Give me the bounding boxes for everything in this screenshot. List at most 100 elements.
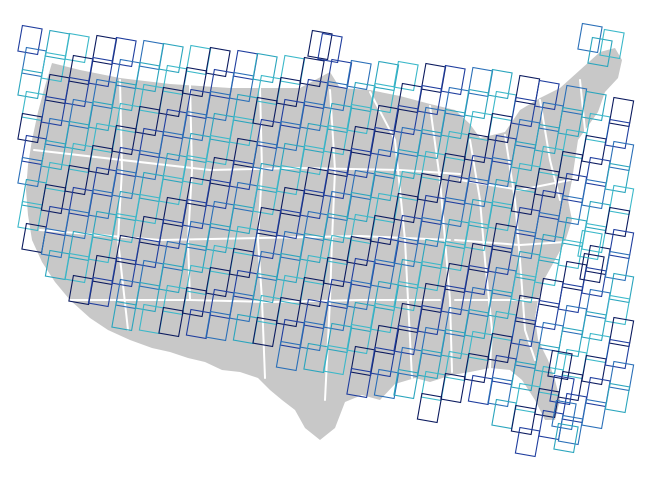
scene-footprint	[322, 80, 349, 112]
scene-footprint	[440, 152, 466, 184]
scene-footprint	[17, 112, 43, 144]
scene-footprint	[252, 272, 278, 304]
scene-footprint	[581, 178, 607, 210]
scene-footprint	[599, 28, 625, 60]
scene-footprint	[393, 324, 419, 356]
scene-footprint	[181, 66, 208, 98]
scene-footprint	[557, 150, 584, 182]
scene-footprint	[40, 227, 67, 259]
scene-footprint	[350, 301, 376, 333]
scene-footprint	[134, 193, 161, 225]
scene-footprint	[350, 345, 376, 377]
scene-footprint	[549, 374, 575, 406]
scene-footprint	[557, 282, 584, 314]
scene-footprint	[416, 304, 443, 336]
scene-footprint	[608, 96, 635, 128]
scene-footprint	[64, 32, 90, 64]
scene-footprint	[577, 22, 603, 54]
scene-footprint	[64, 208, 90, 240]
scene-footprint	[373, 192, 400, 224]
scene-footprint	[275, 340, 302, 372]
scene-footprint	[252, 184, 278, 216]
scene-footprint	[581, 354, 607, 386]
scene-footprint	[534, 123, 560, 155]
scene-footprint	[158, 42, 184, 74]
scene-footprint	[326, 102, 353, 134]
scene-footprint	[322, 256, 349, 288]
scene-footprint	[369, 258, 396, 290]
scene-footprint	[463, 88, 490, 120]
state-border-line	[324, 89, 336, 401]
scene-footprint	[534, 167, 560, 199]
scene-footprint	[87, 232, 114, 264]
scene-footprint	[440, 372, 466, 404]
scene-footprint	[487, 288, 513, 320]
scene-footprint	[369, 126, 396, 158]
scene-footprint	[369, 214, 396, 246]
scene-footprint	[205, 46, 231, 78]
scene-footprint	[463, 352, 490, 384]
scene-footprint	[228, 291, 255, 323]
scene-footprint	[228, 203, 255, 235]
scene-footprint	[299, 100, 325, 132]
scene-footprint	[134, 237, 161, 269]
scene-footprint	[393, 60, 419, 92]
scene-footprint	[393, 148, 419, 180]
scene-footprint	[205, 178, 231, 210]
contiguous-us-land	[26, 48, 622, 440]
scene-footprint	[275, 120, 302, 152]
scene-footprint	[604, 118, 631, 150]
scene-footprint	[440, 240, 466, 272]
scene-footprint	[40, 51, 67, 83]
scene-footprint	[553, 422, 579, 454]
scene-footprint	[463, 220, 490, 252]
scene-footprint	[111, 256, 137, 288]
scene-footprint	[467, 374, 494, 406]
scene-footprint	[346, 279, 372, 311]
scene-footprint	[17, 24, 43, 56]
scene-footprint	[299, 188, 325, 220]
scene-footprint	[326, 146, 353, 178]
scene-footprint	[373, 236, 400, 268]
scene-footprint	[487, 332, 513, 364]
scene-footprint	[608, 228, 635, 260]
scene-footprint	[510, 404, 537, 436]
state-border-line	[579, 79, 591, 151]
scene-footprint	[350, 257, 376, 289]
scene-footprint	[510, 360, 537, 392]
scene-footprint	[393, 280, 419, 312]
scene-footprint	[275, 164, 302, 196]
scene-footprint	[299, 232, 325, 264]
scene-footprint	[134, 105, 161, 137]
scene-footprint	[373, 60, 400, 92]
scene-footprint	[64, 76, 90, 108]
scene-footprint	[467, 66, 494, 98]
scene-footprint	[17, 156, 43, 188]
scene-footprint	[369, 170, 396, 202]
scene-footprint	[158, 174, 184, 206]
scene-footprint	[373, 280, 400, 312]
scene-footprint	[487, 156, 513, 188]
scene-footprint	[416, 260, 443, 292]
scene-footprint	[393, 236, 419, 268]
scene-footprints	[17, 22, 635, 458]
scene-footprint	[581, 398, 607, 430]
scene-footprint	[326, 234, 353, 266]
scene-footprint	[326, 58, 353, 90]
scene-footprint	[557, 238, 584, 270]
scene-footprint	[181, 154, 208, 186]
scene-footprint	[604, 338, 631, 370]
scene-footprint	[158, 262, 184, 294]
scene-footprint	[416, 128, 443, 160]
scene-footprint	[534, 387, 560, 419]
scene-footprint	[181, 110, 208, 142]
scene-footprint	[510, 272, 537, 304]
scene-footprint	[581, 90, 607, 122]
scene-footprint	[416, 84, 443, 116]
scene-footprint	[87, 100, 114, 132]
scene-footprint	[534, 299, 560, 331]
scene-footprint	[134, 61, 161, 93]
scene-footprint	[393, 368, 419, 400]
scene-footprint	[510, 140, 537, 172]
